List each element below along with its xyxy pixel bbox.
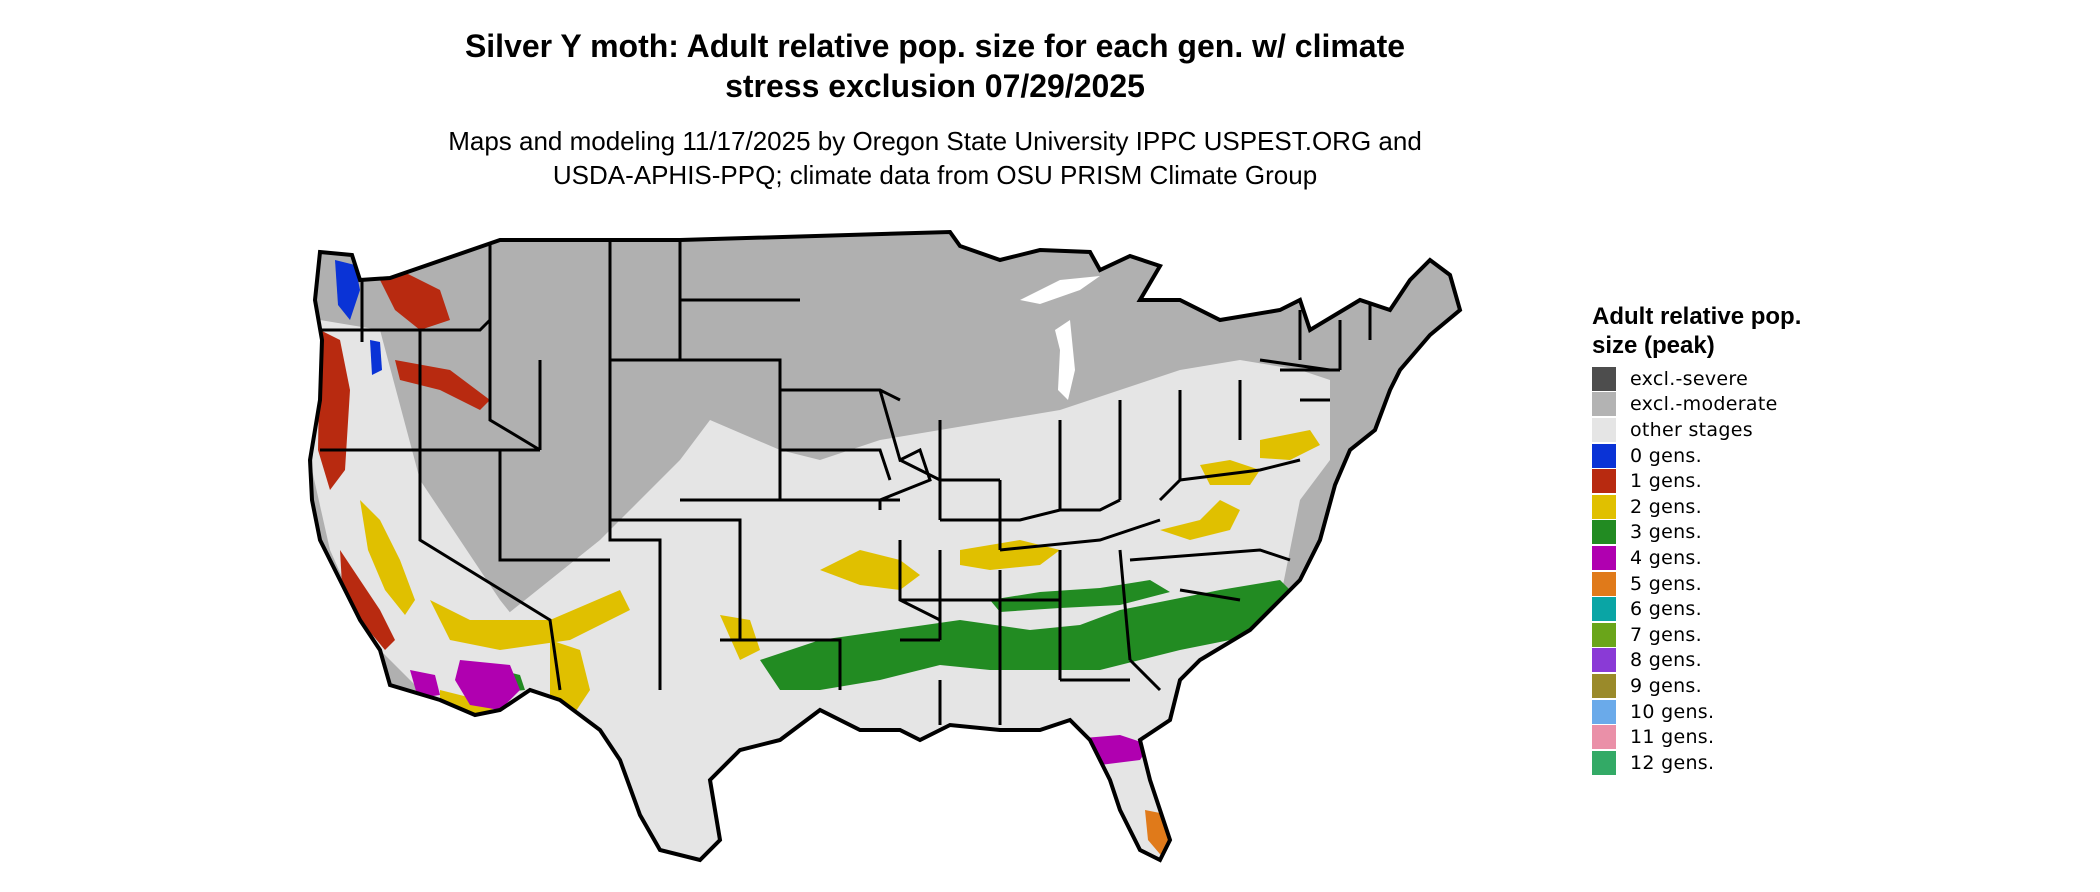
gen-0-region xyxy=(335,260,382,375)
legend-label: 9 gens. xyxy=(1630,674,1702,697)
legend-swatch xyxy=(1592,392,1616,417)
legend-swatch xyxy=(1592,571,1616,596)
legend-item: 10 gens. xyxy=(1592,699,1812,725)
legend-item: 7 gens. xyxy=(1592,622,1812,648)
title-line-1: Silver Y moth: Adult relative pop. size … xyxy=(464,28,1406,64)
legend-item: 3 gens. xyxy=(1592,520,1812,546)
legend-item: excl.-moderate xyxy=(1592,392,1812,418)
legend-label: 10 gens. xyxy=(1630,700,1715,723)
legend-items: excl.-severe excl.-moderate other stages 0 … xyxy=(1592,366,1812,776)
legend-item: 1 gens. xyxy=(1592,468,1812,494)
legend-label: 12 gens. xyxy=(1630,751,1715,774)
legend-label: 0 gens. xyxy=(1630,444,1702,467)
lake-michigan xyxy=(1055,320,1075,400)
state-borders xyxy=(320,240,1372,725)
legend-swatch xyxy=(1592,725,1616,750)
legend-swatch xyxy=(1592,443,1616,468)
legend-label: 7 gens. xyxy=(1630,623,1702,646)
subtitle-line-1: Maps and modeling 11/17/2025 by Oregon S… xyxy=(448,126,1422,156)
legend-label: other stages xyxy=(1630,418,1753,441)
subtitle-line-2: USDA-APHIS-PPQ; climate data from OSU PR… xyxy=(552,160,1318,190)
legend-swatch xyxy=(1592,366,1616,391)
legend-item: excl.-severe xyxy=(1592,366,1812,392)
map-subtitle: Maps and modeling 11/17/2025 by Oregon S… xyxy=(340,124,1530,192)
legend-item: 12 gens. xyxy=(1592,750,1812,776)
legend-item: 9 gens. xyxy=(1592,673,1812,699)
legend-swatch xyxy=(1592,622,1616,647)
title-line-2: stress exclusion 07/29/2025 xyxy=(725,68,1145,104)
legend-swatch xyxy=(1592,673,1616,698)
legend-swatch xyxy=(1592,699,1616,724)
legend-label: 1 gens. xyxy=(1630,470,1702,493)
legend-label: 6 gens. xyxy=(1630,598,1702,621)
legend-item: 4 gens. xyxy=(1592,545,1812,571)
great-lakes xyxy=(1020,276,1100,400)
legend-swatch xyxy=(1592,469,1616,494)
legend-item: 11 gens. xyxy=(1592,724,1812,750)
legend-swatch xyxy=(1592,417,1616,442)
legend-label: 2 gens. xyxy=(1630,495,1702,518)
legend-item: other stages xyxy=(1592,417,1812,443)
legend-item: 6 gens. xyxy=(1592,596,1812,622)
legend-item: 0 gens. xyxy=(1592,443,1812,469)
legend-item: 5 gens. xyxy=(1592,571,1812,597)
legend-label: 11 gens. xyxy=(1630,726,1715,749)
legend-swatch xyxy=(1592,648,1616,673)
legend-label: 5 gens. xyxy=(1630,572,1702,595)
legend-label: 3 gens. xyxy=(1630,521,1702,544)
legend-swatch xyxy=(1592,545,1616,570)
legend-label: 8 gens. xyxy=(1630,649,1702,672)
us-map xyxy=(308,230,1462,862)
lake-superior xyxy=(1020,276,1100,304)
map-title: Silver Y moth: Adult relative pop. size … xyxy=(340,26,1530,106)
legend-swatch xyxy=(1592,520,1616,545)
legend-label: excl.-severe xyxy=(1630,367,1749,390)
legend-swatch xyxy=(1592,494,1616,519)
legend-item: 2 gens. xyxy=(1592,494,1812,520)
legend-item: 8 gens. xyxy=(1592,648,1812,674)
legend-label: 4 gens. xyxy=(1630,546,1702,569)
legend-label: excl.-moderate xyxy=(1630,393,1778,416)
legend-title: Adult relative pop. size (peak) xyxy=(1592,303,1802,359)
map-fill-layer xyxy=(310,232,1460,860)
legend-swatch xyxy=(1592,597,1616,622)
legend-swatch xyxy=(1592,750,1616,775)
legend: Adult relative pop. size (peak) excl.-se… xyxy=(1592,302,1812,776)
